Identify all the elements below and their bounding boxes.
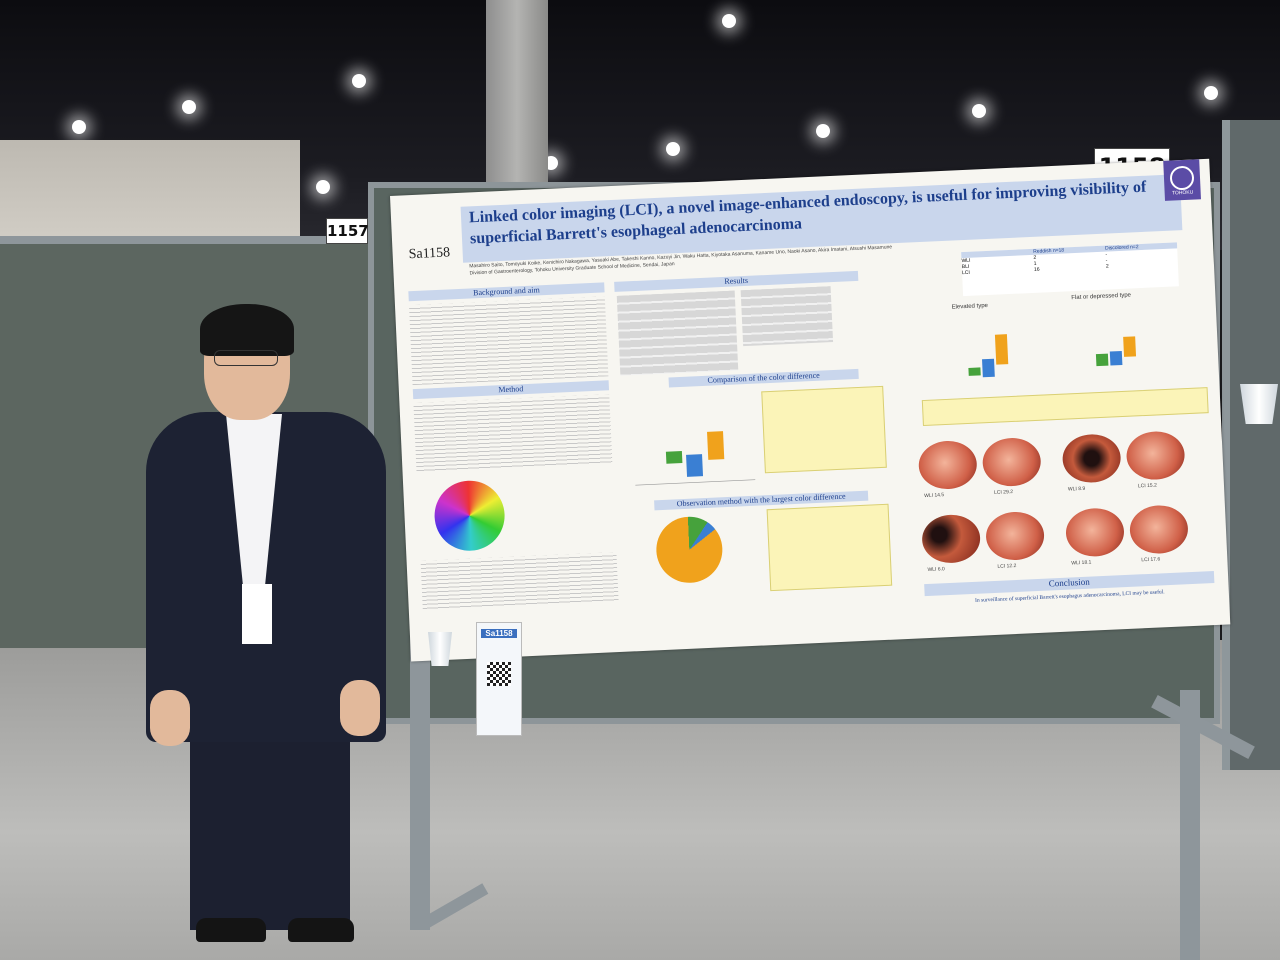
endoscopy-photo [921,513,982,565]
bar-wli [665,451,683,464]
cup [428,632,452,666]
comparison-notes [761,385,887,474]
endoscopy-photo [917,439,978,491]
elevated-chart [968,334,1009,378]
results-summary [921,387,1209,427]
person-hand [340,680,380,736]
photo-label: WLI 14.5 [924,492,945,500]
elevated-label: Elevated type [951,302,989,311]
endoscopy-photo [1064,507,1126,558]
endoscopy-photo [981,436,1042,488]
person-hand [150,690,190,746]
photo-label: WLI 18.1 [1071,559,1092,567]
poster-flyer: Sa1158 [476,622,522,736]
endoscopy-photo [1128,504,1189,555]
lesion-table [740,286,834,347]
photo-label: WLI 6.0 [927,566,945,573]
patient-table [616,290,739,376]
flat-chart [1095,336,1137,367]
glasses [214,350,278,366]
lesion-table-right: Reddish n=18 Discolored n=2 WLI 2 - BLI … [961,242,1179,297]
bar-bli [686,454,704,477]
board-leg [410,600,430,930]
endoscopy-photo [1125,430,1186,481]
ceiling-light [352,74,366,88]
ceiling-light [666,142,680,156]
photo-label: LCI 17.6 [1141,556,1161,564]
method-text-2 [420,552,619,611]
photo-label: LCI 29.2 [993,489,1014,496]
poster-board-right [1222,120,1280,770]
board-leg [1180,690,1200,960]
pie-chart [654,515,724,585]
board-number-1157: 1157 [326,218,369,244]
research-poster: Sa1158 Linked color imaging (LCI), a nov… [390,158,1231,662]
board-frame [0,236,410,244]
bar-lci [707,431,725,460]
ceiling-light [316,180,330,194]
poster-id: Sa1158 [408,245,451,263]
person-shoe [196,918,266,942]
endoscopy-photo [1061,433,1122,484]
cup [1240,384,1278,424]
ceiling-light [722,14,736,28]
pillar [486,0,548,210]
person-shoe [288,918,354,942]
endoscopy-photo [985,510,1046,562]
ceiling-light [182,100,196,114]
photo-label: LCI 15.2 [1137,482,1157,490]
person-hair [200,304,294,356]
ceiling-light [1204,86,1218,100]
photo-label: LCI 12.2 [997,562,1017,570]
ceiling-light [972,104,986,118]
university-logo: TOHOKU [1163,159,1201,201]
name-badge [242,584,272,644]
qr-code [487,662,511,686]
wall [0,140,300,250]
photo-label: WLI 8.9 [1067,485,1086,493]
ceiling-light [72,120,86,134]
person-trousers [190,730,350,930]
comparison-chart [635,431,756,486]
method-text [413,394,613,474]
background-text [408,296,609,386]
observation-notes [766,503,893,592]
ceiling-light [816,124,830,138]
color-space-diagram [433,479,507,553]
